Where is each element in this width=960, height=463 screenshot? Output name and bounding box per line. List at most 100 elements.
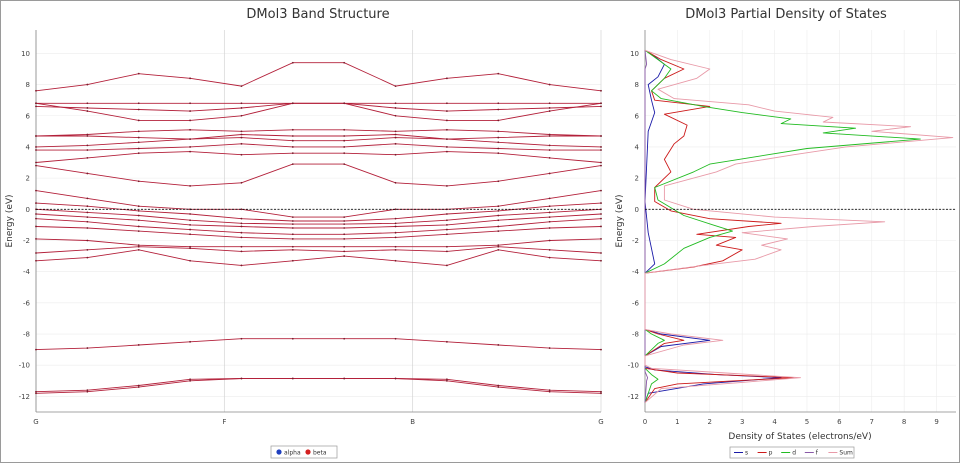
band-structure-legend-box <box>270 445 338 459</box>
band-point <box>137 102 140 105</box>
band-point <box>35 146 37 148</box>
band-point <box>86 156 89 159</box>
band-point <box>189 259 191 262</box>
band-point <box>291 377 294 380</box>
band-structure-y-tick-label: 0 <box>26 206 30 214</box>
dos-legend: s p d f Sum <box>729 446 855 459</box>
band-point <box>600 202 602 204</box>
band-point <box>394 337 397 340</box>
band-structure-y-axis-label: Energy (eV) <box>5 194 15 247</box>
band-point <box>394 222 397 225</box>
band-point <box>240 136 243 139</box>
band-point <box>394 208 397 211</box>
band-point <box>189 128 191 131</box>
band-point <box>394 153 397 156</box>
band-point <box>291 61 294 64</box>
band-point <box>86 227 89 229</box>
dos-panel: DMol3 Partial Density of States 1086420-… <box>615 7 956 459</box>
band-point <box>343 139 346 142</box>
band-point <box>35 225 37 228</box>
band-point <box>189 119 191 122</box>
dos-y-tick-label: 10 <box>630 50 639 58</box>
band-point <box>291 216 294 219</box>
dos-title: DMol3 Partial Density of States <box>685 7 887 22</box>
band-point <box>343 146 346 148</box>
band-point <box>86 390 89 393</box>
band-point <box>548 216 551 219</box>
dos-series-d <box>644 49 921 403</box>
band-point <box>86 149 89 151</box>
band-structure-y-tick-label: 10 <box>21 50 30 58</box>
band-point <box>600 252 602 254</box>
band-structure-k-label: G <box>598 418 603 426</box>
dos-x-tick-label: 4 <box>772 418 777 426</box>
band-point <box>240 130 243 133</box>
band-point <box>394 231 397 234</box>
band-structure-y-tick-label: 2 <box>26 175 30 183</box>
band-point <box>497 386 500 388</box>
band-point <box>240 337 243 340</box>
band-point <box>548 220 551 223</box>
band-point <box>291 128 294 131</box>
band-point <box>548 248 551 251</box>
band-point <box>343 250 346 253</box>
band-line <box>35 218 602 235</box>
band-point <box>600 213 602 215</box>
band-point <box>497 245 500 248</box>
band-line <box>35 163 602 187</box>
band-point <box>497 147 500 150</box>
band-point <box>600 189 602 192</box>
band-point <box>343 337 346 340</box>
dos-legend-label: p <box>769 450 773 457</box>
band-point <box>497 244 500 247</box>
band-point <box>446 219 448 222</box>
band-point <box>600 164 602 167</box>
band-point <box>548 102 551 105</box>
band-structure-k-label: B <box>410 418 415 426</box>
dos-x-axis-label: Density of States (electrons/eV) <box>728 432 871 442</box>
band-structure-y-tick-label: -4 <box>23 268 31 276</box>
dos-x-tick-label: 8 <box>902 418 906 426</box>
band-point <box>548 239 551 242</box>
band-point <box>394 107 397 109</box>
band-point <box>548 149 551 151</box>
band-point <box>137 180 140 183</box>
dos-series-f <box>644 50 649 403</box>
band-point <box>137 108 140 111</box>
band-point <box>137 147 140 150</box>
band-point <box>35 259 37 262</box>
band-structure-k-label: F <box>222 418 226 426</box>
band-point <box>240 236 243 239</box>
band-point <box>446 102 448 105</box>
band-point <box>497 102 500 105</box>
band-point <box>343 377 346 380</box>
band-point <box>240 231 243 234</box>
band-point <box>394 85 397 88</box>
band-point <box>497 136 500 139</box>
dos-y-tick-label: 0 <box>635 206 639 214</box>
dos-legend-label: s <box>745 450 748 457</box>
dos-x-tick-label: 3 <box>740 418 744 426</box>
band-line <box>35 137 602 148</box>
band-point <box>600 259 602 262</box>
band-point <box>189 219 191 222</box>
band-point <box>35 238 37 240</box>
band-point <box>240 250 243 253</box>
band-point <box>35 213 37 215</box>
band-line <box>35 213 602 229</box>
band-structure-panel: DMol3 Band Structure 10 8 6 4 2 0 -2 -4 -6 -8 -10 -… <box>5 7 604 459</box>
band-point <box>446 245 448 248</box>
band-point <box>189 185 191 187</box>
band-point <box>446 146 448 148</box>
band-structure-k-label: G <box>33 418 38 426</box>
band-structure-y-tick-label: 8 <box>26 81 30 89</box>
band-point <box>35 252 37 254</box>
band-point <box>600 105 602 108</box>
band-point <box>394 259 397 262</box>
band-point <box>394 248 397 251</box>
band-point <box>35 390 37 393</box>
band-point <box>497 152 500 155</box>
band-point <box>240 107 243 109</box>
band-point <box>600 348 602 351</box>
dos-x-tick-label: 5 <box>805 418 809 426</box>
